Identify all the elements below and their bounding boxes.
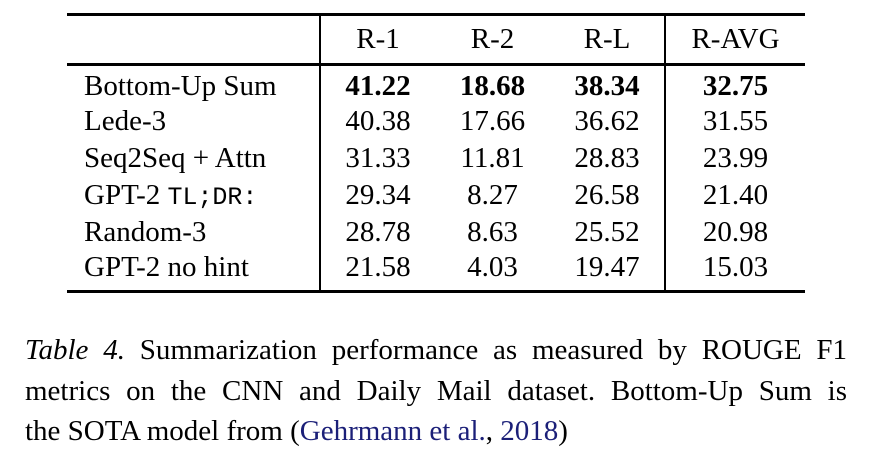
cell-ravg: 31.55 xyxy=(664,103,805,140)
row-label: Seq2Seq + Attn xyxy=(67,140,320,177)
cell-rl: 38.34 xyxy=(574,70,640,102)
header-cell-model xyxy=(67,14,320,66)
table-row: Seq2Seq + Attn 31.33 11.81 28.83 23.99 xyxy=(67,140,805,177)
cell-r1: 28.78 xyxy=(319,214,435,251)
cell-rl: 26.58 xyxy=(574,179,640,211)
header-row: R-1 R-2 R-L R-AVG xyxy=(67,14,805,66)
citation-link-year[interactable]: 2018 xyxy=(500,415,559,447)
row-label: GPT-2 no hint xyxy=(67,251,320,292)
citation-link-authors[interactable]: Gehrmann et al. xyxy=(299,415,486,447)
cell-r2: 17.66 xyxy=(459,105,526,137)
caption-line-1: Table 4. Summarization performance as me… xyxy=(25,330,847,371)
cell-r2: 4.03 xyxy=(467,251,518,283)
row-label-text: GPT-2 xyxy=(84,179,168,211)
row-label: Bottom-Up Sum xyxy=(67,65,320,104)
row-label-text: Lede-3 xyxy=(84,105,167,137)
table-row: GPT-2 no hint 21.58 4.03 19.47 15.03 xyxy=(67,251,805,292)
cell-r1: 29.34 xyxy=(319,177,435,214)
caption-text: ) xyxy=(558,415,568,447)
cell-ravg: 32.75 xyxy=(664,64,805,103)
cell-r2: 8.27 xyxy=(467,179,518,211)
cell-r1: 40.38 xyxy=(319,103,435,140)
table-caption: Table 4. Summarization performance as me… xyxy=(25,330,847,452)
caption-table-number: Table 4. xyxy=(25,334,125,366)
cell-rl: 28.83 xyxy=(574,142,640,174)
cell-r2: 8.63 xyxy=(467,216,518,248)
caption-text: , xyxy=(485,415,494,447)
cell-ravg: 23.99 xyxy=(664,140,805,177)
cell-ravg: 21.40 xyxy=(664,177,805,214)
header-cell-r2: R-2 xyxy=(435,14,550,66)
row-label: GPT-2 TL;DR: xyxy=(67,177,320,214)
header-cell-rl: R-L xyxy=(550,14,665,66)
cell-r1: 31.33 xyxy=(319,140,435,177)
results-table: R-1 R-2 R-L R-AVG Bottom-Up Sum 41.22 18… xyxy=(67,13,805,293)
row-label-text: Random-3 xyxy=(84,216,207,248)
cell-r2: 11.81 xyxy=(460,142,525,174)
row-label: Lede-3 xyxy=(67,103,320,140)
cell-r1: 21.58 xyxy=(319,251,435,292)
row-label-mono: TL;DR: xyxy=(167,184,258,212)
row-label-text: Bottom-Up Sum xyxy=(84,70,277,102)
cell-r1: 41.22 xyxy=(319,64,435,103)
header-cell-r1: R-1 xyxy=(319,14,435,66)
table-row: Lede-3 40.38 17.66 36.62 31.55 xyxy=(67,103,805,140)
caption-line-2: metrics on the CNN and Daily Mail datase… xyxy=(25,374,847,407)
table-row: Random-3 28.78 8.63 25.52 20.98 xyxy=(67,214,805,251)
cell-rl: 36.62 xyxy=(574,105,640,137)
header-cell-ravg: R-AVG xyxy=(664,14,805,66)
caption-text: Summarization performance as measured by… xyxy=(139,334,847,366)
table-wrapper: R-1 R-2 R-L R-AVG Bottom-Up Sum 41.22 18… xyxy=(67,13,805,293)
table-row: Bottom-Up Sum 41.22 18.68 38.34 32.75 xyxy=(67,64,805,104)
cell-rl: 19.47 xyxy=(574,251,640,283)
cell-r2: 18.68 xyxy=(459,70,526,102)
row-label-text: Seq2Seq + Attn xyxy=(84,142,267,174)
caption-line-3: the SOTA model from (Gehrmann et al., 20… xyxy=(25,411,847,452)
cell-ravg: 15.03 xyxy=(664,251,805,292)
cell-ravg: 20.98 xyxy=(664,214,805,251)
row-label-text: GPT-2 no hint xyxy=(84,251,249,283)
cell-rl: 25.52 xyxy=(574,216,640,248)
row-label: Random-3 xyxy=(67,214,320,251)
caption-text: the SOTA model from ( xyxy=(25,415,300,447)
table-row: GPT-2 TL;DR: 29.34 8.27 26.58 21.40 xyxy=(67,177,805,214)
